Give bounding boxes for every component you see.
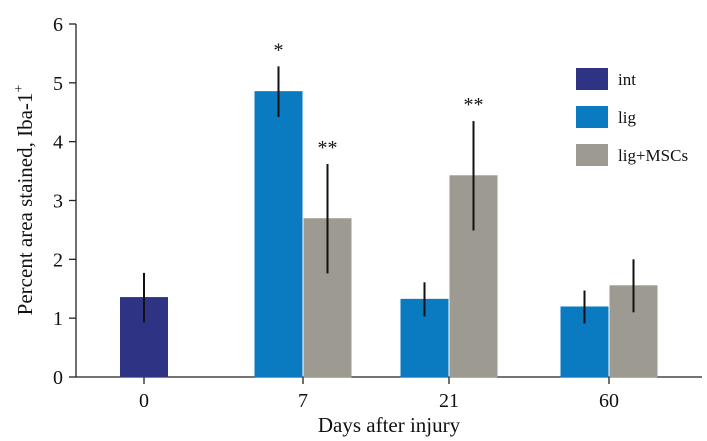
significance-marker: **: [318, 137, 338, 159]
legend-swatch: [576, 106, 608, 128]
y-tick-label: 4: [53, 132, 63, 154]
y-axis-title: Percent area stained, Iba-1+: [12, 85, 37, 316]
legend: int lig lig+MSCs: [576, 68, 688, 166]
x-tick-label: 0: [139, 390, 149, 412]
bars: [120, 91, 658, 378]
legend-label: lig+MSCs: [618, 146, 688, 165]
y-ticks: 0 1 2 3 4 5 6: [53, 14, 76, 389]
x-axis-title-text: Days after injury: [318, 413, 461, 437]
legend-swatch: [576, 68, 608, 90]
legend-label: lig: [618, 108, 636, 127]
x-ticks: 0 7 21 60: [139, 377, 619, 412]
y-tick-label: 3: [53, 191, 63, 213]
x-tick-label: 21: [439, 390, 459, 412]
legend-label: int: [618, 70, 636, 89]
legend-swatch: [576, 144, 608, 166]
x-tick-label: 7: [298, 390, 308, 412]
bar-lig-7: [254, 91, 303, 378]
bar-int-0: [120, 297, 168, 378]
y-tick-label: 5: [53, 73, 63, 95]
y-tick-label: 0: [53, 367, 63, 389]
x-axis-title: Days after injury: [318, 413, 461, 437]
bar-lig-mscs-60: [609, 285, 658, 378]
error-bars: [143, 66, 635, 324]
y-tick-label: 2: [53, 249, 63, 271]
y-tick-label: 6: [53, 14, 63, 36]
significance-annotations: *****: [274, 39, 484, 159]
y-axis-title-superscript: +: [12, 85, 27, 93]
significance-marker: **: [464, 94, 484, 116]
y-axis: 0 1 2 3 4 5 6: [53, 14, 77, 389]
x-axis: 0 7 21 60: [76, 376, 702, 412]
y-tick-label: 1: [53, 308, 63, 330]
x-tick-label: 60: [599, 390, 619, 412]
y-axis-title-text: Percent area stained, Iba-1: [13, 93, 37, 316]
significance-marker: *: [274, 39, 284, 61]
